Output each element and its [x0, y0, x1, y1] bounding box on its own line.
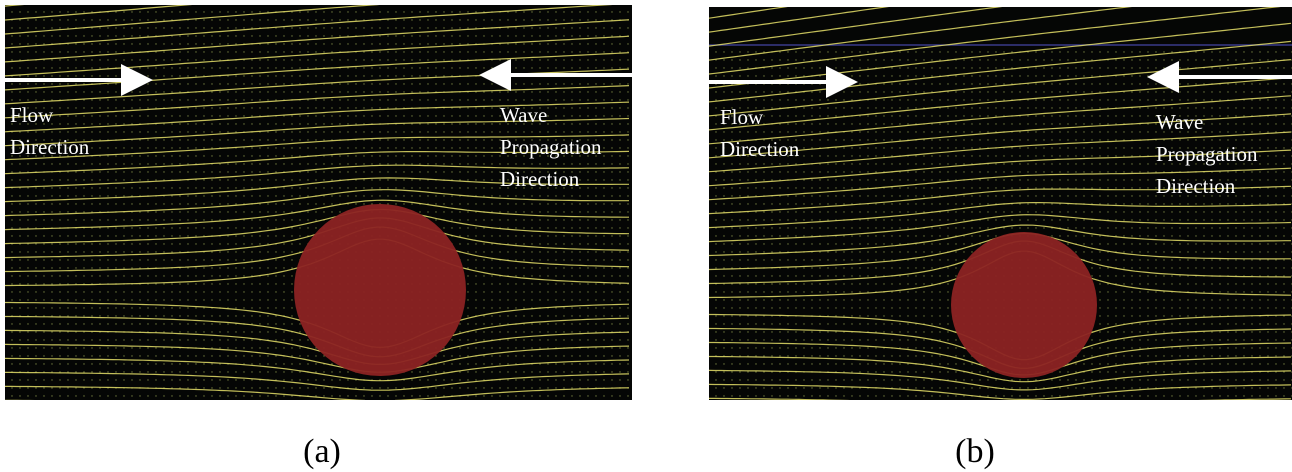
flow-label: Flow [10, 103, 54, 127]
wave-label: Propagation [500, 135, 602, 159]
wave-label: Direction [1156, 174, 1236, 198]
flow-label: Direction [10, 135, 90, 159]
streamline [709, 0, 1291, 4]
flow-label: Flow [720, 105, 764, 129]
caption: (b) [955, 433, 995, 470]
streamline [709, 412, 1291, 421]
panel-a-image [5, 0, 632, 424]
streamline [709, 398, 1291, 410]
caption: (a) [303, 433, 341, 470]
figure: Flow Direction Wave Propagation Directio… [0, 0, 1292, 472]
cylinder [951, 232, 1097, 378]
flow-label: Direction [720, 137, 800, 161]
wave-label: Wave [1156, 110, 1203, 134]
wave-label: Propagation [1156, 142, 1258, 166]
wave-label: Wave [500, 103, 547, 127]
wave-label: Direction [500, 167, 580, 191]
streamline [5, 400, 629, 412]
panel-b-image [709, 0, 1292, 422]
cylinder [294, 204, 466, 376]
page: Flow Direction Wave Propagation Directio… [0, 0, 1292, 472]
streamline [5, 414, 629, 424]
